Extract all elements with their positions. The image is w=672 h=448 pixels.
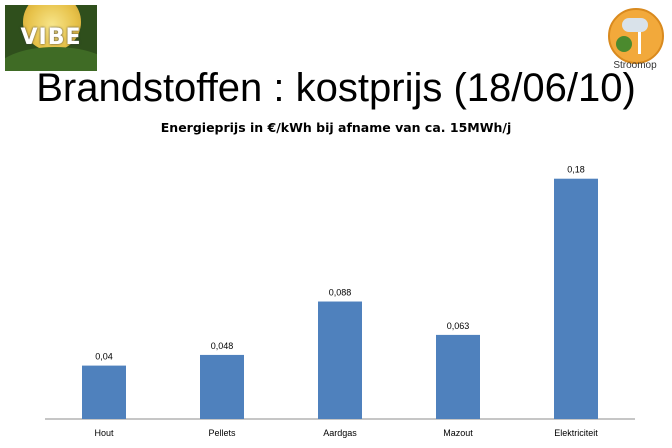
stroomop-logo: Stroomop [604, 6, 666, 80]
bar-elektriciteit [554, 178, 598, 419]
cloud-icon [622, 18, 648, 32]
x-tick-label-mazout: Mazout [443, 428, 473, 438]
vibe-logo-text: VIBE [20, 25, 82, 50]
stroomop-label: Stroomop [613, 60, 657, 71]
sun-graphic [23, 5, 81, 51]
windmill-icon [638, 32, 641, 54]
chart-subtitle: Energieprijs in €/kWh bij afname van ca.… [160, 120, 512, 135]
x-tick-label-hout: Hout [94, 428, 114, 438]
bar-pellets [200, 354, 244, 419]
vibe-logo: VIBE [5, 5, 97, 71]
bar-mazout [436, 334, 480, 419]
data-label-aardgas: 0,088 [329, 288, 352, 298]
x-tick-label-pellets: Pellets [208, 428, 236, 438]
data-label-pellets: 0,048 [211, 341, 234, 351]
data-label-mazout: 0,063 [447, 321, 470, 331]
x-tick-label-aardgas: Aardgas [323, 428, 357, 438]
x-tick-label-elektriciteit: Elektriciteit [554, 428, 598, 438]
chart-title: Brandstoffen : kostprijs (18/06/10) [36, 66, 636, 110]
tree-icon [616, 36, 632, 52]
data-label-hout: 0,04 [95, 352, 113, 362]
bar-hout [82, 365, 126, 419]
stroomop-disc-icon [608, 8, 664, 64]
hill-graphic [5, 47, 97, 71]
data-label-elektriciteit: 0,18 [567, 165, 585, 175]
bar-aardgas [318, 301, 362, 419]
